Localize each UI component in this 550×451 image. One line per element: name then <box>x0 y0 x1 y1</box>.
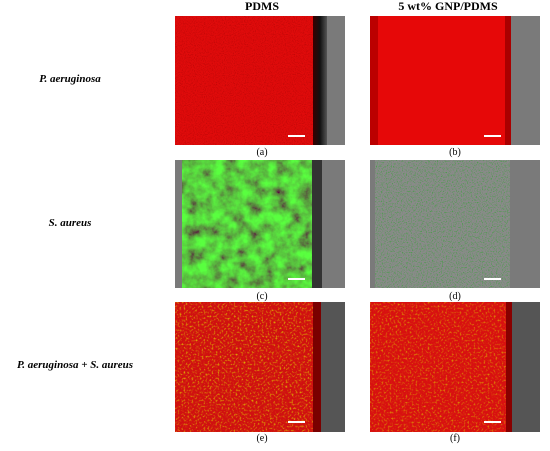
panel-label: (d) <box>449 291 461 302</box>
panel-image <box>370 302 540 432</box>
panel-label: (c) <box>256 291 267 302</box>
column-header: 5 wt% GNP/PDMS <box>398 0 498 13</box>
panel-image <box>175 160 345 288</box>
panel-label: (b) <box>449 147 461 158</box>
panel-image <box>175 16 345 145</box>
panel-label: (e) <box>256 433 267 444</box>
row-label: P. aeruginosa <box>39 73 101 85</box>
column-header: PDMS <box>245 0 279 13</box>
panel-image <box>370 160 540 288</box>
panel-image <box>370 16 540 145</box>
row-label: S. aureus <box>49 217 92 229</box>
panel-label: (f) <box>450 433 460 444</box>
row-label: P. aeruginosa + S. aureus <box>17 359 133 371</box>
panel-image <box>175 302 345 432</box>
panel-label: (a) <box>256 147 267 158</box>
